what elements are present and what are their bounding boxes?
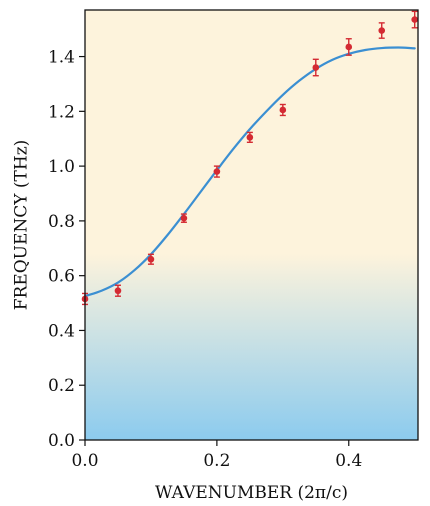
data-point bbox=[345, 38, 353, 56]
y-tick-label: 1.4 bbox=[48, 48, 75, 68]
y-tick-label: 1.0 bbox=[48, 157, 75, 177]
x-axis-title: WAVENUMBER (2π/c) bbox=[155, 483, 348, 503]
point-marker bbox=[147, 255, 155, 263]
data-point bbox=[411, 10, 419, 29]
y-tick-label: 1.2 bbox=[48, 102, 75, 122]
y-tick-label: 0.4 bbox=[48, 321, 75, 341]
point-marker bbox=[312, 64, 320, 71]
y-tick-label: 0.6 bbox=[48, 267, 75, 287]
y-tick-label: 0.2 bbox=[48, 376, 75, 396]
y-tick-label: 0.0 bbox=[48, 431, 75, 451]
ticks-layer: 0.0 0.2 0.4 0.0 0.2 0.4 0.6 0.8 1.0 1.2 1.4 bbox=[48, 48, 362, 471]
data-point bbox=[312, 58, 320, 77]
data-point bbox=[114, 284, 122, 297]
point-marker bbox=[246, 134, 254, 141]
data-point bbox=[246, 131, 254, 143]
point-marker bbox=[213, 168, 221, 175]
data-point bbox=[378, 22, 386, 39]
point-marker bbox=[279, 106, 287, 114]
x-tick-label: 0.0 bbox=[71, 451, 98, 471]
data-points-layer bbox=[81, 10, 419, 306]
x-tick-label: 0.2 bbox=[203, 451, 230, 471]
x-tick-label: 0.4 bbox=[335, 451, 362, 471]
point-marker bbox=[114, 287, 122, 295]
point-marker bbox=[345, 43, 353, 51]
data-point bbox=[180, 213, 188, 223]
plot-frame bbox=[84, 9, 419, 441]
y-axis-title: FREQUENCY (THz) bbox=[12, 140, 32, 311]
point-marker bbox=[180, 214, 188, 222]
plot-background bbox=[85, 10, 418, 440]
fit-line-layer bbox=[83, 46, 416, 298]
y-tick-label: 0.8 bbox=[48, 212, 75, 232]
data-point bbox=[147, 253, 155, 265]
data-point bbox=[213, 165, 221, 178]
point-marker bbox=[378, 27, 386, 34]
fit-line bbox=[83, 46, 416, 298]
point-marker bbox=[411, 16, 419, 23]
data-point bbox=[279, 103, 287, 117]
